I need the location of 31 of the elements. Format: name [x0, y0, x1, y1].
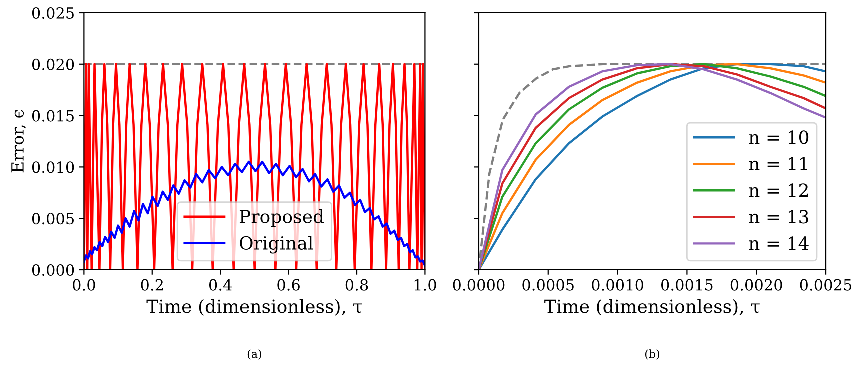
- y-tick-label: 0.005: [32, 213, 74, 225]
- y-axis-title: Error, ϵ: [12, 110, 26, 173]
- x-tick-label: 0.6: [278, 279, 300, 291]
- x-tick-label: 0.0005: [522, 279, 574, 291]
- x-tick-label: 0.0025: [800, 279, 852, 291]
- x-tick-label: 0.0: [73, 279, 96, 291]
- legend-label: Proposed: [240, 210, 324, 227]
- legend-label: n = 12: [749, 184, 808, 197]
- y-tick-label: 0.000: [32, 264, 74, 276]
- legend-label: n = 11: [749, 157, 808, 170]
- legend-label: n = 14: [749, 236, 809, 250]
- x-tick-label: 0.8: [346, 279, 368, 291]
- line-series: [84, 160, 426, 267]
- x-tick-label: 0.2: [141, 279, 164, 291]
- x-axis-title: Time (dimensionless), τ: [146, 299, 362, 316]
- legend-label: Original: [240, 236, 314, 254]
- y-tick-label: 0.010: [32, 162, 74, 174]
- legend-label: n = 10: [749, 130, 809, 144]
- x-tick-label: 0.0010: [592, 279, 644, 291]
- y-tick-label: 0.020: [32, 58, 74, 70]
- y-tick-label: 0.015: [32, 110, 74, 122]
- y-tick-label: 0.025: [32, 7, 74, 20]
- x-tick-label: 1.0: [414, 279, 436, 291]
- x-tick-label: 0.4: [209, 279, 232, 291]
- x-tick-label: 0.0020: [730, 279, 782, 291]
- x-tick-label: 0.0000: [453, 279, 505, 291]
- legend-label: n = 13: [749, 210, 808, 224]
- text: (b): [645, 350, 660, 360]
- x-axis-title: Time (dimensionless), τ: [544, 299, 760, 316]
- x-tick-label: 0.0015: [661, 279, 713, 291]
- text: (a): [248, 350, 262, 360]
